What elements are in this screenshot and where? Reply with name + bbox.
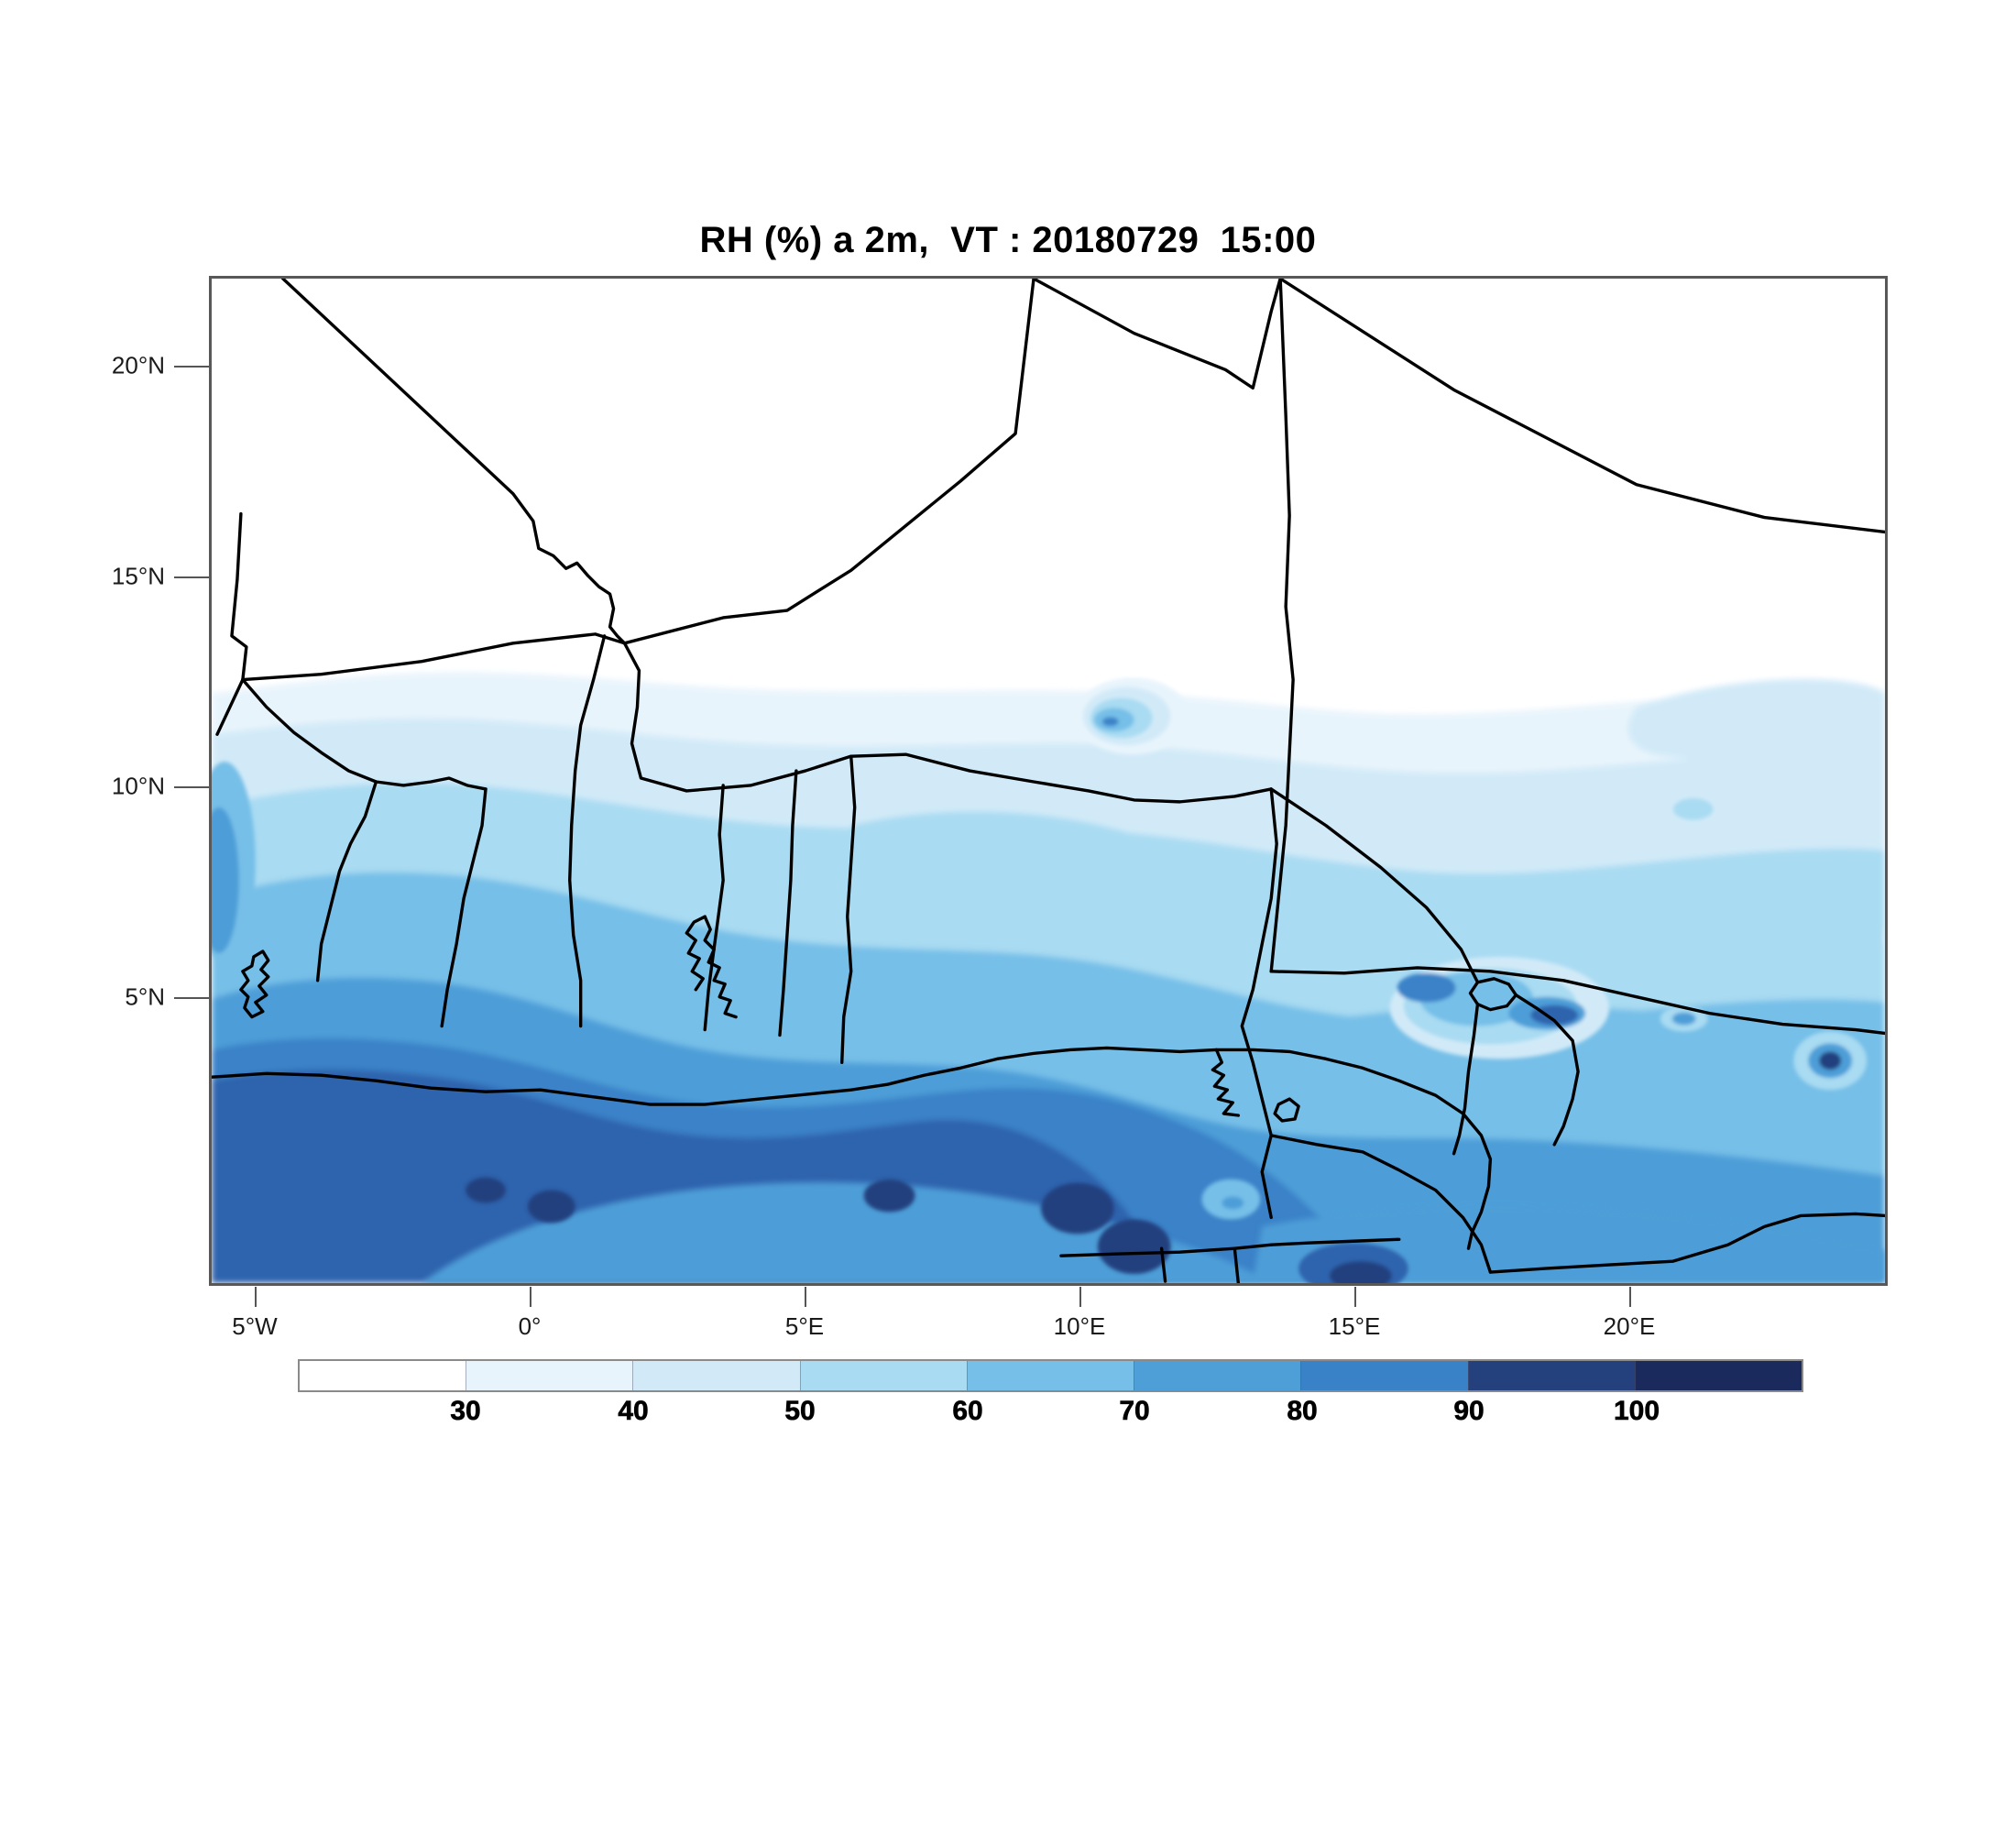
ytick-line-20n xyxy=(174,366,209,368)
colorbar-segment-lt30 xyxy=(300,1361,466,1390)
colorbar-segment-30-40 xyxy=(466,1361,633,1390)
colorbar-tick-100: 100 xyxy=(1613,1396,1660,1427)
xtick-line-0 xyxy=(530,1287,531,1307)
xtick-line-15e xyxy=(1354,1287,1356,1307)
ytick-line-5n xyxy=(174,997,209,999)
xtick-label-20e: 20°E xyxy=(1603,1312,1656,1340)
xtick-line-5e xyxy=(805,1287,806,1307)
colorbar-segment-60-70 xyxy=(966,1361,1134,1390)
colorbar-segment-70-80 xyxy=(1134,1361,1301,1390)
local-convective-cells xyxy=(212,677,1885,1283)
map-plot-area xyxy=(209,276,1888,1286)
colorbar-segment-gt100 xyxy=(1634,1361,1802,1390)
colorbar-tick-70: 70 xyxy=(1119,1396,1150,1427)
ytick-line-15n xyxy=(174,576,209,578)
ytick-label-20n: 20°N xyxy=(111,351,165,379)
xtick-label-10e: 10°E xyxy=(1053,1312,1106,1340)
colorbar-tick-40: 40 xyxy=(618,1396,649,1427)
xtick-label-15e: 15°E xyxy=(1328,1312,1381,1340)
ytick-label-10n: 10°N xyxy=(111,772,165,800)
colorbar-tick-90: 90 xyxy=(1453,1396,1485,1427)
colorbar-segment-40-50 xyxy=(632,1361,800,1390)
ytick-label-15n: 15°N xyxy=(111,562,165,590)
colorbar-segment-50-60 xyxy=(799,1361,967,1390)
colorbar-tick-50: 50 xyxy=(784,1396,816,1427)
xtick-line-5w xyxy=(255,1287,257,1307)
colorbar-segment-80-90 xyxy=(1300,1361,1468,1390)
colorbar-tick-80: 80 xyxy=(1287,1396,1318,1427)
colorbar-tick-60: 60 xyxy=(952,1396,983,1427)
xtick-label-5e: 5°E xyxy=(784,1312,825,1340)
ocean-lighter-band xyxy=(422,1181,1885,1283)
ytick-line-10n xyxy=(174,786,209,788)
colorbar-segment-90-100 xyxy=(1467,1361,1635,1390)
xtick-line-20e xyxy=(1629,1287,1631,1307)
page-title: RH (%) a 2m, VT : 20180729 15:00 xyxy=(699,220,1317,260)
contour-bands xyxy=(212,672,1885,1283)
colorbar[interactable] xyxy=(298,1359,1803,1392)
xtick-label-5w: 5°W xyxy=(232,1312,278,1340)
colorbar-tick-30: 30 xyxy=(450,1396,481,1427)
xtick-line-10e xyxy=(1079,1287,1081,1307)
country-borders xyxy=(212,279,1885,1283)
rh-contour-map xyxy=(212,279,1885,1283)
ytick-label-5n: 5°N xyxy=(125,982,165,1011)
xtick-label-0: 0° xyxy=(518,1312,542,1340)
